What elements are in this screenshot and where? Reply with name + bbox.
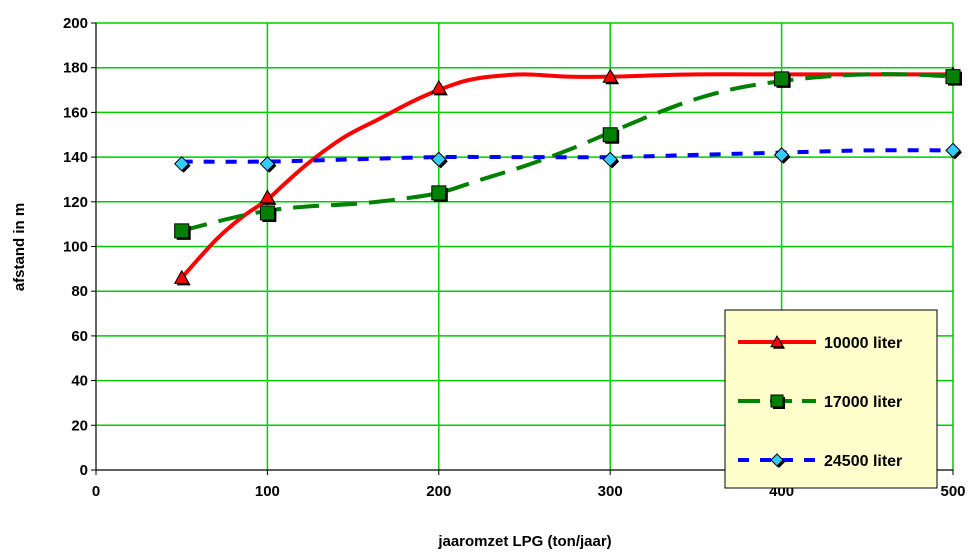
legend-marker xyxy=(770,453,785,468)
y-tick-label-40: 40 xyxy=(71,373,88,390)
y-tick-label-180: 180 xyxy=(63,60,88,77)
x-tick-label-100: 100 xyxy=(255,483,280,500)
data-point-24500-liter-300 xyxy=(602,151,620,169)
data-point-24500-liter-100 xyxy=(259,156,277,173)
series-line-24500-liter xyxy=(181,148,954,164)
data-point-10000-liter-50 xyxy=(173,269,191,286)
data-point-24500-liter-50 xyxy=(173,156,191,173)
legend-label: 24500 liter xyxy=(824,453,902,470)
legend-entry-10000-liter: 10000 liter xyxy=(738,334,902,352)
data-point-24500-liter-500 xyxy=(945,142,962,160)
data-point-10000-liter-300 xyxy=(602,68,620,85)
legend-label: 17000 liter xyxy=(824,394,902,411)
y-tick-label-200: 200 xyxy=(63,15,88,32)
y-tick-label-120: 120 xyxy=(63,194,88,211)
legend: 10000 liter 17000 liter 24500 liter xyxy=(724,309,938,489)
grid-lines xyxy=(96,22,954,470)
y-tick-label-80: 80 xyxy=(71,283,88,300)
x-tick-label-300: 300 xyxy=(598,483,623,500)
data-point-17000-liter-50 xyxy=(174,223,191,240)
data-point-24500-liter-400 xyxy=(773,147,791,164)
data-point-10000-liter-100 xyxy=(259,189,277,205)
data-point-17000-liter-400 xyxy=(774,71,791,88)
x-tick-label-0: 0 xyxy=(92,483,100,500)
y-tick-label-140: 140 xyxy=(63,149,88,166)
legend-marker xyxy=(770,394,785,409)
x-axis-title: jaaromzet LPG (ton/jaar) xyxy=(437,533,611,550)
y-tick-label-160: 160 xyxy=(63,104,88,121)
legend-marker xyxy=(770,334,785,349)
x-tick-label-500: 500 xyxy=(940,483,965,500)
x-tick-label-200: 200 xyxy=(426,483,451,500)
series-line-17000-liter xyxy=(181,72,954,233)
y-tick-label-0: 0 xyxy=(80,462,88,479)
data-point-17000-liter-300 xyxy=(602,127,620,144)
legend-entry-24500-liter: 24500 liter xyxy=(738,453,902,470)
y-tick-label-100: 100 xyxy=(63,239,88,256)
data-point-17000-liter-500 xyxy=(945,69,962,86)
series-markers xyxy=(173,66,962,286)
data-point-17000-liter-100 xyxy=(259,205,277,222)
y-tick-label-60: 60 xyxy=(71,328,88,345)
y-tick-label-20: 20 xyxy=(71,417,88,434)
legend-entry-17000-liter: 17000 liter xyxy=(738,394,902,411)
data-point-10000-liter-200 xyxy=(430,79,448,96)
legend-label: 10000 liter xyxy=(824,335,902,352)
data-point-17000-liter-200 xyxy=(431,185,448,202)
data-point-24500-liter-200 xyxy=(431,151,448,169)
y-axis-title: afstand in m xyxy=(11,203,28,291)
